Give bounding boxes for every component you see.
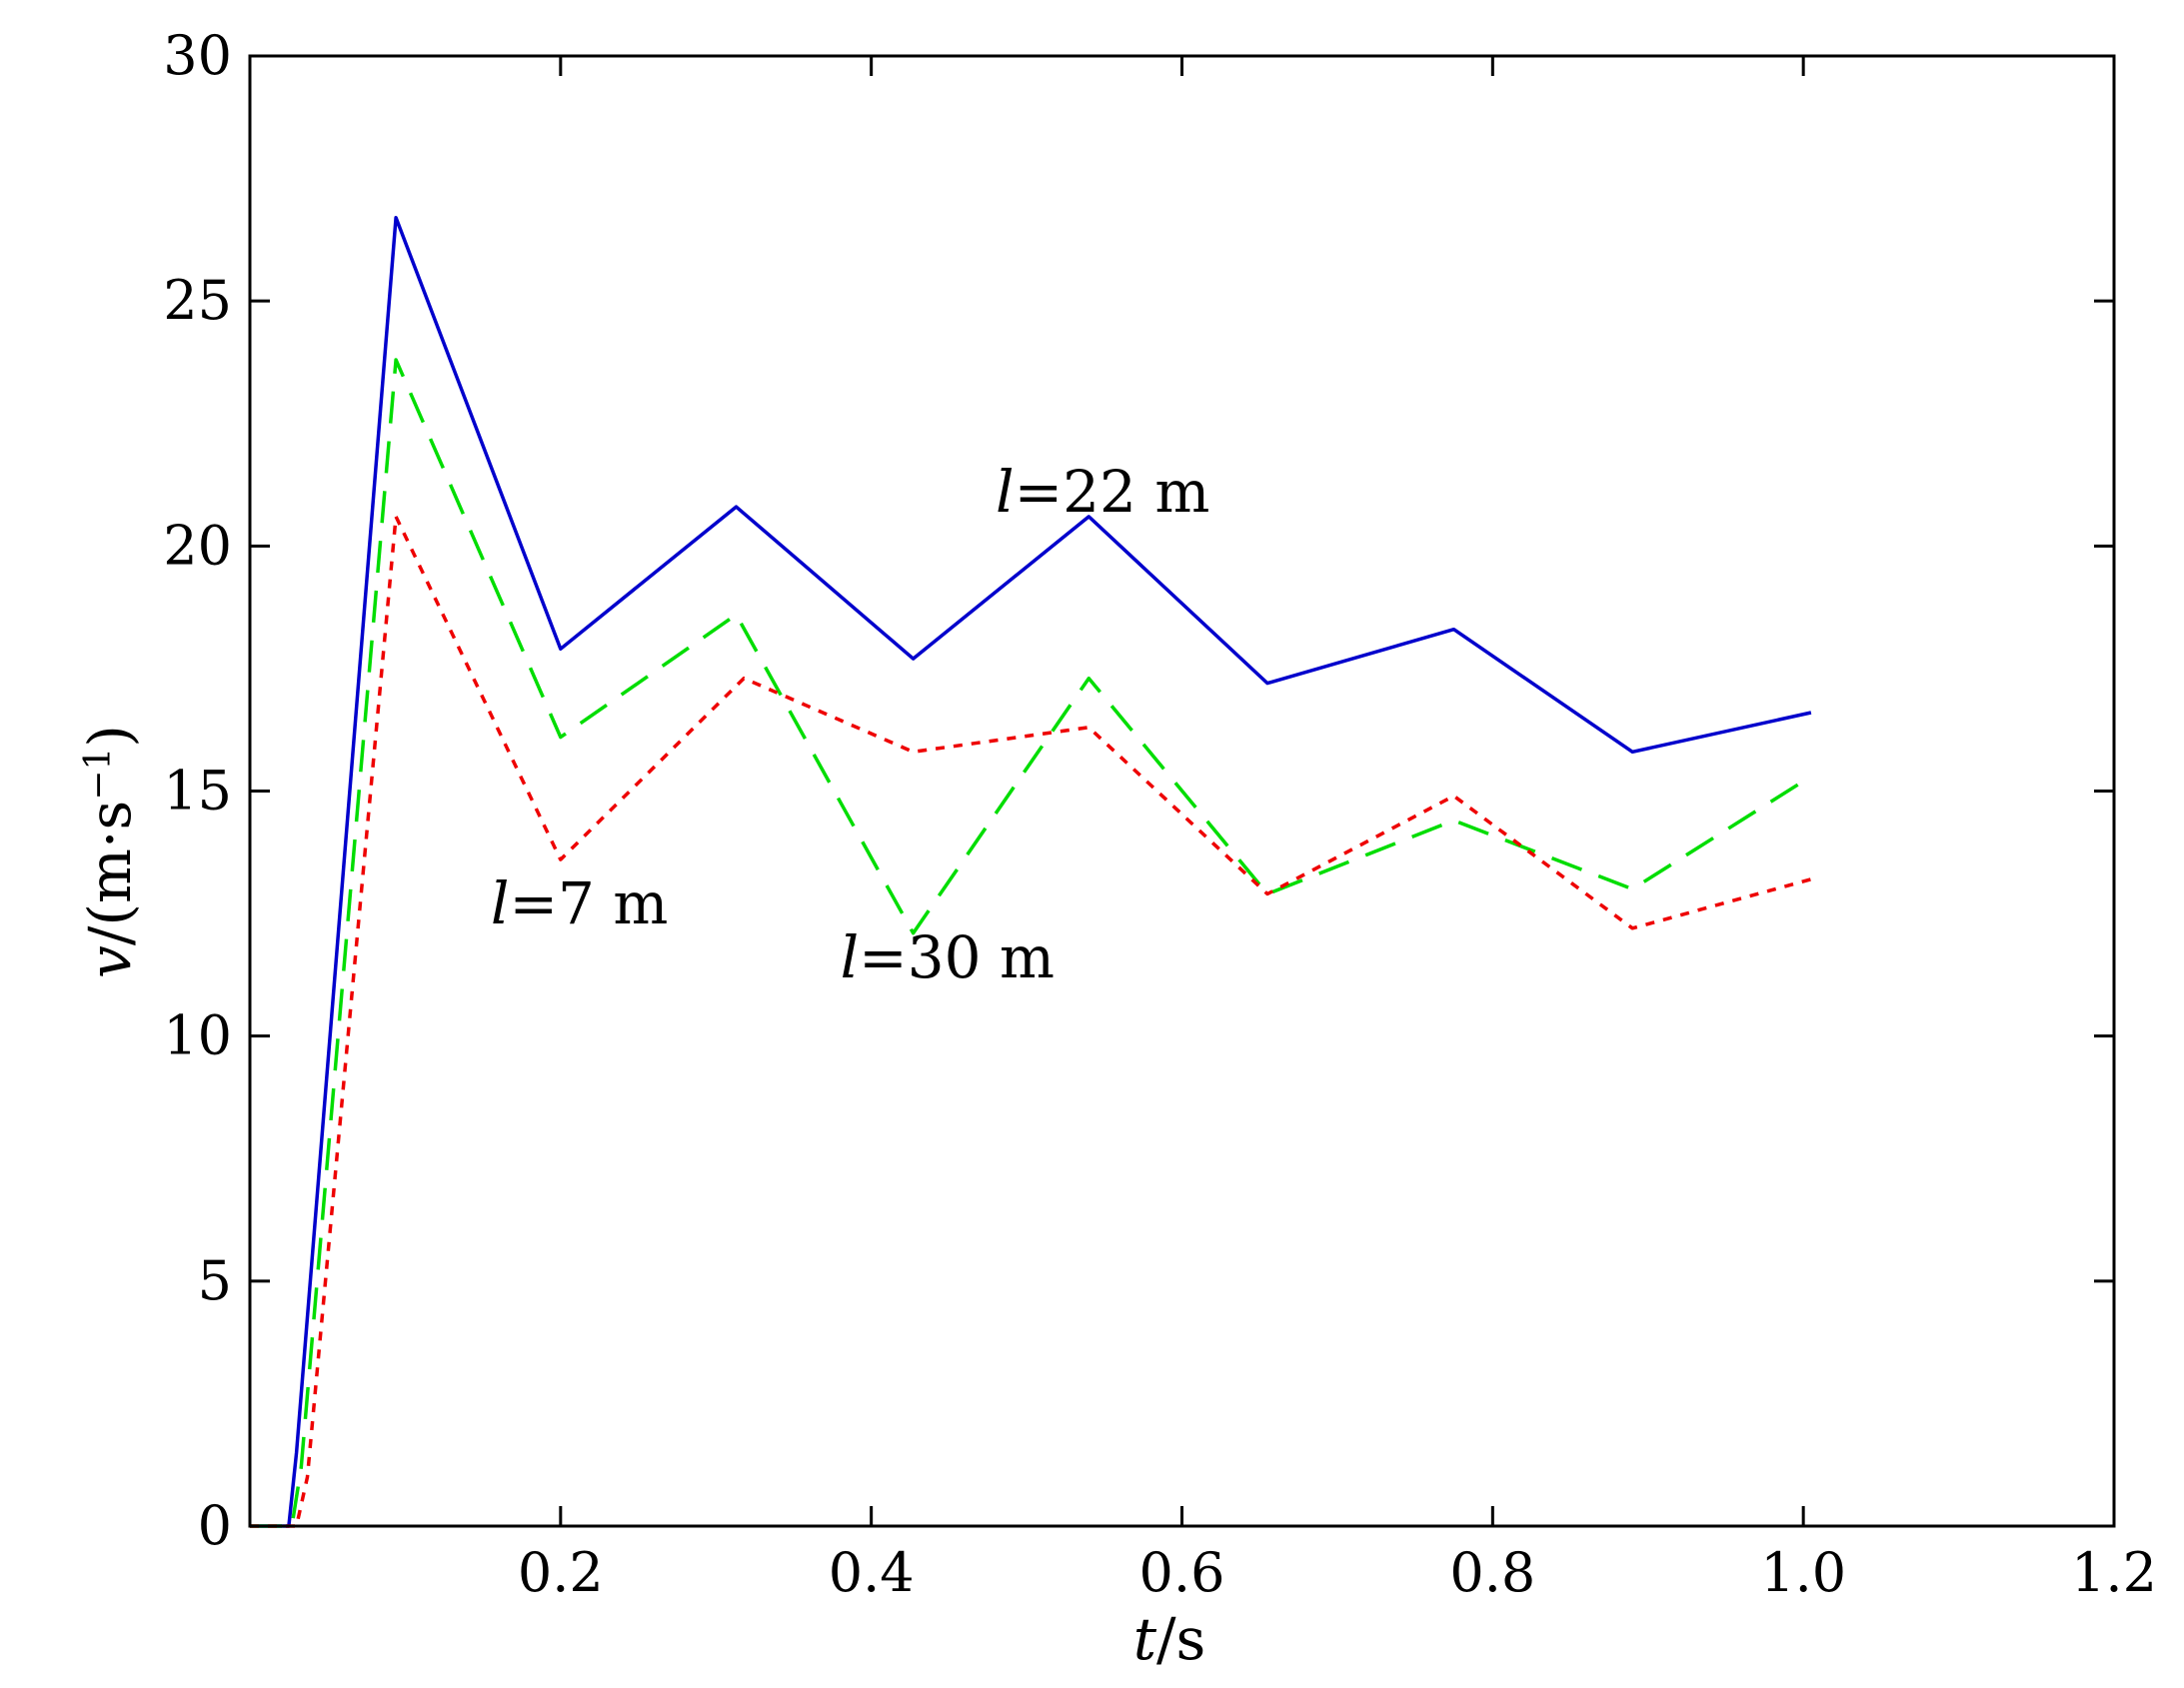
y-tick-label: 15: [163, 760, 232, 823]
x-tick-label: 1.0: [1760, 1541, 1846, 1604]
series-annotation: l=7 m: [491, 869, 669, 937]
x-tick-label: 1.2: [2071, 1541, 2157, 1604]
y-axis-label: v/(m·s−1): [76, 725, 144, 978]
x-tick-label: 0.8: [1449, 1541, 1535, 1604]
y-tick-label: 0: [198, 1494, 232, 1557]
y-tick-label: 20: [163, 514, 232, 577]
tick-labels: 0.2 0.4 0.6 0.8 1.0 1.2 0 5 10 15 20 25 30: [163, 24, 2157, 1604]
series-line-1: [250, 216, 1812, 1528]
x-tick-label: 0.4: [829, 1541, 915, 1604]
y-tick-label: 25: [163, 269, 232, 332]
y-tick-label: 10: [163, 1004, 232, 1067]
x-tick-label: 0.6: [1139, 1541, 1225, 1604]
series-annotation: l=30 m: [841, 923, 1055, 991]
annotations: l=22 m l=7 m l=30 m: [491, 458, 1210, 991]
x-tick-label: 0.2: [518, 1541, 604, 1604]
series-annotation: l=22 m: [996, 458, 1209, 526]
y-tick-label: 30: [163, 24, 232, 87]
y-tick-label: 5: [198, 1249, 232, 1312]
series-line-2: [250, 358, 1812, 1528]
x-axis-label: t/s: [1133, 1605, 1206, 1673]
ticks: [250, 54, 2116, 1528]
